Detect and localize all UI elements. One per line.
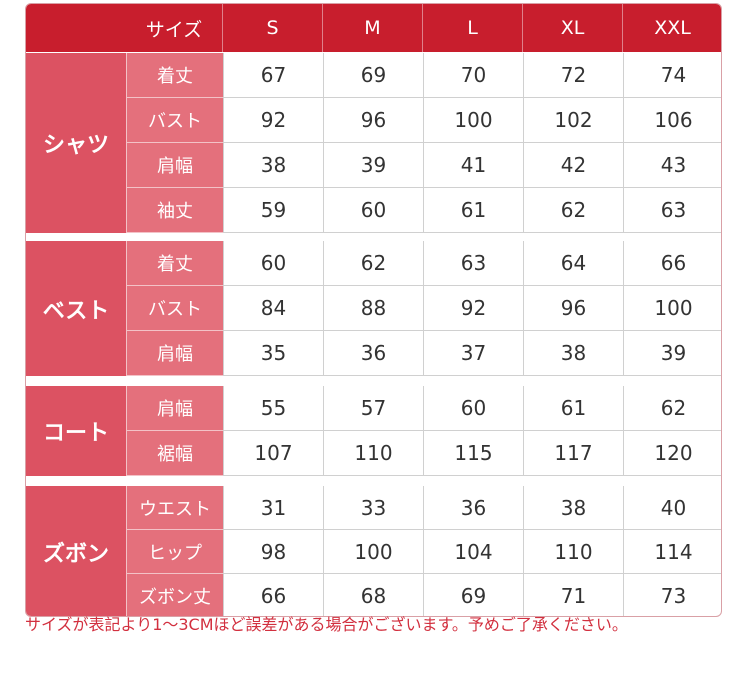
value: 39 (323, 143, 423, 188)
value: 67 (223, 53, 323, 98)
item-name: 袖丈 (126, 188, 223, 233)
value: 63 (623, 188, 721, 233)
value: 100 (423, 98, 523, 143)
value: 61 (423, 188, 523, 233)
value: 40 (623, 486, 721, 530)
item-name: 着丈 (126, 241, 223, 286)
value: 117 (523, 431, 623, 476)
value: 84 (223, 286, 323, 331)
separator (26, 376, 721, 386)
value: 60 (423, 386, 523, 431)
value: 61 (523, 386, 623, 431)
value: 71 (523, 574, 623, 616)
value: 62 (623, 386, 721, 431)
value: 115 (423, 431, 523, 476)
item-name: 肩幅 (126, 386, 223, 431)
value: 36 (323, 331, 423, 376)
group-name: コート (26, 386, 126, 476)
value: 107 (223, 431, 323, 476)
value: 60 (223, 241, 323, 286)
value: 66 (623, 241, 721, 286)
value: 66 (223, 574, 323, 616)
value: 120 (623, 431, 721, 476)
header-size: XXL (623, 4, 721, 52)
value: 64 (523, 241, 623, 286)
item-name: ズボン丈 (126, 574, 223, 616)
separator (26, 476, 721, 486)
value: 100 (623, 286, 721, 331)
value: 59 (223, 188, 323, 233)
value: 31 (223, 486, 323, 530)
value: 104 (423, 530, 523, 574)
header-size: L (423, 4, 523, 52)
value: 69 (423, 574, 523, 616)
value: 92 (223, 98, 323, 143)
value: 36 (423, 486, 523, 530)
item-name: 裾幅 (126, 431, 223, 476)
value: 57 (323, 386, 423, 431)
separator (26, 233, 721, 241)
value: 96 (323, 98, 423, 143)
value: 69 (323, 53, 423, 98)
value: 100 (323, 530, 423, 574)
item-name: ヒップ (126, 530, 223, 574)
item-name: 肩幅 (126, 143, 223, 188)
value: 35 (223, 331, 323, 376)
item-name: 着丈 (126, 53, 223, 98)
value: 72 (523, 53, 623, 98)
header-size: S (223, 4, 323, 52)
header-label: サイズ (126, 4, 223, 52)
value: 88 (323, 286, 423, 331)
value: 39 (623, 331, 721, 376)
value: 96 (523, 286, 623, 331)
value: 41 (423, 143, 523, 188)
value: 68 (323, 574, 423, 616)
item-name: バスト (126, 98, 223, 143)
value: 38 (523, 331, 623, 376)
group-name: シャツ (26, 53, 126, 233)
value: 70 (423, 53, 523, 98)
value: 37 (423, 331, 523, 376)
header-corner (26, 4, 126, 52)
item-name: 肩幅 (126, 331, 223, 376)
value: 102 (523, 98, 623, 143)
value: 98 (223, 530, 323, 574)
value: 74 (623, 53, 721, 98)
value: 43 (623, 143, 721, 188)
value: 33 (323, 486, 423, 530)
note: サイズが表記より1～3CMほど誤差がある場合がございます。予めご了承ください。 (25, 615, 628, 634)
value: 55 (223, 386, 323, 431)
value: 92 (423, 286, 523, 331)
value: 110 (523, 530, 623, 574)
value: 60 (323, 188, 423, 233)
header-size: M (323, 4, 423, 52)
size-table: サイズ S M L XL XXL シャツ 着丈 67 69 70 72 74 バスト 92 96 100 102 1… (25, 3, 722, 617)
item-name: ウエスト (126, 486, 223, 530)
header-size: XL (523, 4, 623, 52)
value: 62 (523, 188, 623, 233)
value: 110 (323, 431, 423, 476)
group-name: ベスト (26, 241, 126, 376)
value: 38 (223, 143, 323, 188)
group-name: ズボン (26, 486, 126, 616)
value: 62 (323, 241, 423, 286)
item-name: バスト (126, 286, 223, 331)
value: 106 (623, 98, 721, 143)
value: 73 (623, 574, 721, 616)
value: 114 (623, 530, 721, 574)
value: 42 (523, 143, 623, 188)
value: 38 (523, 486, 623, 530)
value: 63 (423, 241, 523, 286)
